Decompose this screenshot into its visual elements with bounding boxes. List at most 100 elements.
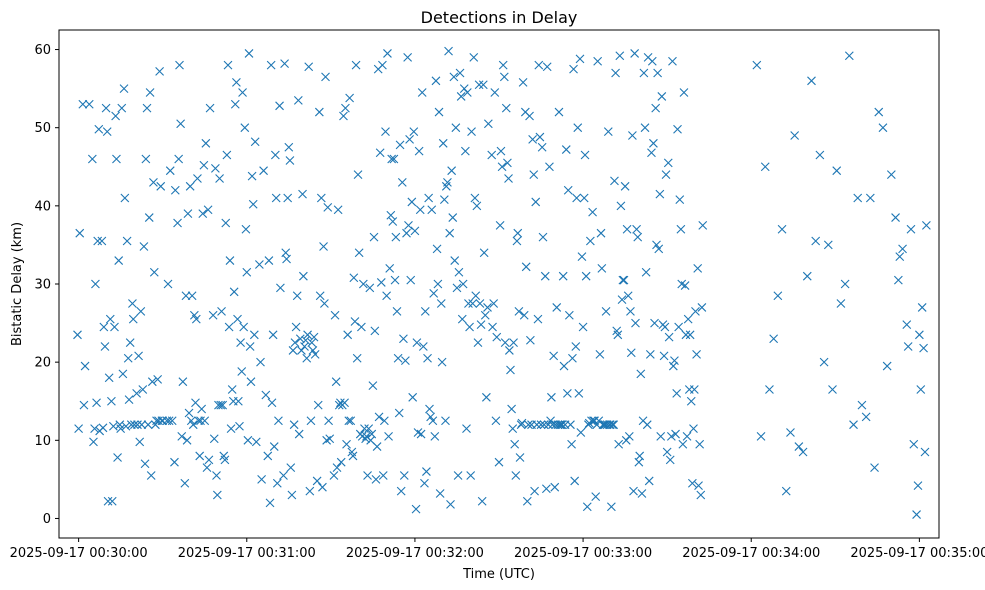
data-point bbox=[247, 171, 257, 181]
data-point bbox=[343, 330, 353, 340]
data-point bbox=[480, 310, 490, 320]
data-point bbox=[562, 389, 572, 398]
data-point bbox=[122, 236, 132, 246]
data-point bbox=[906, 224, 916, 234]
data-point bbox=[254, 260, 264, 269]
data-point bbox=[403, 52, 413, 62]
data-point bbox=[663, 158, 673, 168]
data-point bbox=[674, 322, 684, 332]
data-point bbox=[350, 317, 360, 326]
data-point bbox=[595, 349, 605, 359]
data-point bbox=[614, 439, 624, 449]
data-point bbox=[579, 193, 589, 203]
data-point bbox=[293, 95, 303, 105]
data-point bbox=[456, 92, 466, 101]
data-point bbox=[577, 252, 587, 262]
data-point bbox=[155, 67, 164, 76]
data-point bbox=[537, 142, 547, 152]
data-point bbox=[372, 442, 382, 451]
data-point bbox=[849, 420, 858, 430]
data-point bbox=[681, 330, 691, 340]
data-point bbox=[512, 236, 522, 246]
data-point bbox=[517, 418, 527, 428]
data-point bbox=[316, 193, 326, 203]
data-point bbox=[657, 92, 667, 101]
data-point bbox=[241, 224, 251, 234]
data-point bbox=[330, 310, 340, 320]
data-point bbox=[454, 267, 464, 277]
data-point bbox=[271, 193, 281, 203]
data-point bbox=[420, 306, 430, 316]
data-point bbox=[790, 131, 800, 140]
data-point bbox=[318, 482, 327, 492]
data-point bbox=[659, 351, 669, 361]
data-point bbox=[573, 123, 583, 133]
data-point bbox=[598, 420, 608, 430]
data-point bbox=[639, 68, 649, 78]
data-point bbox=[279, 471, 288, 480]
data-point bbox=[610, 176, 619, 186]
data-point bbox=[321, 72, 330, 82]
data-point bbox=[307, 338, 317, 348]
data-point bbox=[424, 193, 434, 203]
y-tick-label: 10 bbox=[34, 434, 51, 449]
data-point bbox=[182, 435, 192, 445]
data-point bbox=[549, 351, 559, 361]
data-point bbox=[673, 124, 682, 134]
data-point bbox=[384, 432, 393, 441]
data-point bbox=[394, 408, 404, 418]
data-point bbox=[285, 156, 295, 165]
data-point bbox=[120, 193, 130, 203]
data-point bbox=[535, 132, 545, 142]
y-axis-title: Bistatic Delay (km) bbox=[10, 222, 25, 346]
data-point bbox=[178, 377, 188, 387]
data-point bbox=[423, 353, 432, 363]
data-point bbox=[323, 203, 333, 212]
data-point bbox=[379, 416, 389, 426]
data-point bbox=[902, 320, 912, 330]
data-point bbox=[137, 420, 147, 430]
data-point bbox=[220, 455, 230, 465]
data-point bbox=[375, 148, 385, 158]
data-point bbox=[180, 478, 190, 488]
data-point bbox=[221, 218, 231, 228]
data-point bbox=[861, 412, 871, 422]
data-point bbox=[280, 59, 289, 68]
data-point bbox=[666, 432, 676, 441]
data-point bbox=[79, 400, 89, 410]
data-point bbox=[528, 135, 538, 144]
data-point bbox=[426, 412, 436, 422]
data-point bbox=[297, 346, 306, 355]
data-point bbox=[640, 123, 650, 133]
data-point bbox=[615, 51, 625, 61]
data-point bbox=[580, 150, 590, 160]
data-point bbox=[102, 127, 112, 136]
data-point bbox=[314, 107, 324, 117]
data-point bbox=[396, 486, 406, 496]
data-point bbox=[216, 400, 226, 410]
data-point bbox=[603, 127, 613, 136]
data-point bbox=[92, 398, 101, 408]
data-point bbox=[203, 205, 213, 215]
data-point bbox=[836, 299, 846, 308]
data-point bbox=[245, 342, 255, 351]
data-point bbox=[878, 123, 888, 133]
data-point bbox=[265, 498, 275, 508]
data-point bbox=[524, 420, 533, 430]
data-point bbox=[587, 416, 596, 426]
data-point bbox=[236, 338, 245, 348]
data-point bbox=[364, 424, 374, 433]
data-point bbox=[653, 68, 663, 78]
data-point bbox=[199, 160, 209, 170]
data-point bbox=[917, 303, 927, 312]
data-point bbox=[194, 416, 203, 426]
data-point bbox=[694, 481, 703, 491]
data-point bbox=[399, 334, 408, 344]
data-point bbox=[513, 228, 523, 238]
data-point bbox=[264, 256, 274, 265]
data-point bbox=[553, 420, 563, 430]
data-point bbox=[499, 72, 509, 82]
data-point bbox=[210, 163, 220, 173]
data-point bbox=[628, 131, 637, 140]
data-point bbox=[304, 62, 314, 72]
